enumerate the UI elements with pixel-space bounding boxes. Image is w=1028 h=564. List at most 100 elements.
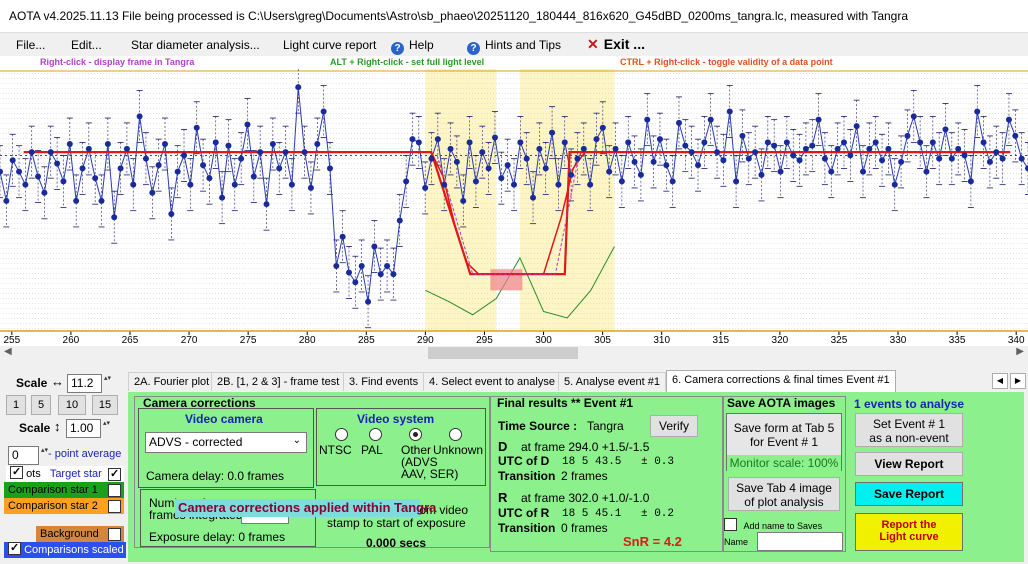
- data-point: [66, 141, 73, 148]
- data-point: [73, 197, 80, 204]
- data-point: [644, 116, 651, 123]
- comps-scaled-row[interactable]: Comparisons scaled: [4, 540, 126, 558]
- scale-10-button[interactable]: 10: [58, 395, 86, 415]
- x-tick-label: 275: [240, 335, 257, 346]
- radio-pal-icon[interactable]: [369, 428, 382, 441]
- menu-hints[interactable]: ? Hints and Tips: [467, 38, 561, 55]
- tab-camera-corrections[interactable]: 6. Camera corrections & final times Even…: [666, 370, 896, 392]
- menu-file[interactable]: File...: [16, 38, 46, 52]
- scale-h-spinner[interactable]: 11.2: [67, 374, 112, 393]
- menu-star-diameter[interactable]: Star diameter analysis...: [131, 38, 260, 52]
- save-report-button[interactable]: Save Report: [855, 482, 963, 506]
- data-point: [929, 139, 936, 146]
- data-point: [377, 271, 384, 278]
- radio-other-icon[interactable]: [409, 428, 422, 441]
- light-curve-svg[interactable]: 255 260 265 270 275 280 285 290 295 300 305 310 315 3…: [0, 60, 1028, 346]
- radio-pal[interactable]: [361, 428, 382, 442]
- target-star-check[interactable]: [108, 466, 121, 482]
- light-curve-plot[interactable]: 255 260 265 270 275 280 285 290 295 300 305 310 315 3…: [0, 60, 1028, 346]
- data-point: [384, 262, 391, 269]
- menu-exit[interactable]: ✕ Exit ...: [587, 36, 645, 53]
- comp1-check[interactable]: [108, 484, 121, 497]
- data-point: [872, 139, 879, 146]
- data-point: [212, 139, 219, 146]
- other-detail-1: (ADVS: [401, 455, 438, 469]
- background-check[interactable]: [108, 528, 121, 541]
- report-light-curve-button[interactable]: Report the Light curve: [855, 513, 963, 551]
- data-point: [123, 145, 130, 152]
- data-point: [796, 157, 803, 164]
- comp2-row[interactable]: Comparison star 2: [4, 498, 124, 514]
- data-point: [282, 149, 289, 156]
- final-results-title: Final results ** Event #1: [497, 396, 634, 410]
- comp2-check[interactable]: [108, 500, 121, 513]
- tab-frame-test[interactable]: 2B. [1, 2 & 3] - frame test: [211, 372, 346, 391]
- data-point: [117, 165, 124, 172]
- data-point: [625, 139, 632, 146]
- radio-unknown-icon[interactable]: [449, 428, 462, 441]
- scroll-right-icon[interactable]: ▶: [1016, 346, 1024, 357]
- scale-h-label: Scale: [16, 376, 48, 390]
- menu-edit[interactable]: Edit...: [71, 38, 102, 52]
- scale-1-button[interactable]: 1: [6, 395, 26, 415]
- scale-15-button[interactable]: 15: [92, 395, 118, 415]
- data-point: [371, 243, 378, 250]
- set-event-button[interactable]: Set Event # 1 as a non-event: [855, 413, 963, 447]
- background-row[interactable]: Background: [36, 526, 124, 542]
- tab-fourier[interactable]: 2A. Fourier plot: [128, 372, 216, 391]
- utc-r-label: UTC of R: [498, 506, 550, 520]
- view-report-button[interactable]: View Report: [855, 452, 963, 476]
- avg-spinner[interactable]: 0: [8, 446, 49, 465]
- add-name-check[interactable]: [724, 518, 737, 531]
- search-curve: [425, 246, 615, 319]
- data-point: [675, 119, 682, 126]
- camera-select[interactable]: ADVS - corrected ⌄: [145, 432, 307, 453]
- trans-r-label: Transition: [498, 521, 556, 535]
- menu-hints-label: Hints and Tips: [485, 38, 562, 52]
- data-point: [853, 123, 860, 130]
- data-point: [238, 155, 245, 162]
- save-tab4-button[interactable]: Save Tab 4 image of plot analysis: [728, 477, 840, 511]
- data-point: [85, 145, 92, 152]
- data-point: [358, 262, 365, 269]
- tab-select-event[interactable]: 4. Select event to analyse: [423, 372, 561, 391]
- scroll-left-icon[interactable]: ◀: [4, 346, 12, 357]
- video-camera-group: Video camera ADVS - corrected ⌄ Camera d…: [138, 408, 314, 488]
- radio-ntsc-icon[interactable]: [335, 428, 348, 441]
- data-point: [155, 162, 162, 169]
- tab-scroll-left-icon[interactable]: ◀: [992, 373, 1008, 389]
- plot-scrollbar[interactable]: ◀ ▶: [0, 346, 1028, 362]
- scale-v-spinner[interactable]: 1.00: [66, 419, 111, 438]
- add-name-row[interactable]: Add name to Saves: [724, 518, 822, 531]
- verify-button[interactable]: Verify: [650, 415, 698, 437]
- d-label: D: [498, 439, 508, 454]
- radio-other[interactable]: [399, 428, 422, 442]
- target-star-row[interactable]: ots Target star: [6, 464, 124, 482]
- tab-find-events[interactable]: 3. Find events: [343, 372, 425, 391]
- comps-scaled-check[interactable]: [8, 540, 21, 556]
- data-point: [511, 181, 517, 188]
- tab-content: Camera corrections Video camera ADVS - c…: [128, 392, 1024, 562]
- comp1-row[interactable]: Comparison star 1: [4, 482, 124, 498]
- data-point: [917, 139, 924, 146]
- radio-ntsc[interactable]: [319, 428, 348, 442]
- data-point: [828, 168, 835, 175]
- target-check[interactable]: [10, 464, 23, 480]
- radio-unknown[interactable]: [433, 428, 462, 442]
- name-input[interactable]: [757, 532, 843, 551]
- utc-r-value: 18 5 45.1: [562, 508, 622, 520]
- save-form-button[interactable]: Save form at Tab 5 for Event # 1 Monitor…: [726, 413, 842, 471]
- scrollbar-thumb[interactable]: [428, 347, 578, 359]
- r-label: R: [498, 490, 508, 505]
- menu-light-curve-report[interactable]: Light curve report: [283, 38, 377, 52]
- tab-scroll-right-icon[interactable]: ▶: [1010, 373, 1026, 389]
- data-point: [637, 171, 644, 178]
- menu-help[interactable]: ? Help: [391, 38, 434, 55]
- tab-analyse-event[interactable]: 5. Analyse event #1: [558, 372, 667, 391]
- scale-5-button[interactable]: 5: [31, 395, 51, 415]
- data-point: [580, 145, 587, 152]
- edge-curve: [430, 151, 586, 275]
- bottom-marker: [490, 269, 523, 291]
- from-video-label: from video: [412, 503, 469, 517]
- data-point: [447, 145, 454, 152]
